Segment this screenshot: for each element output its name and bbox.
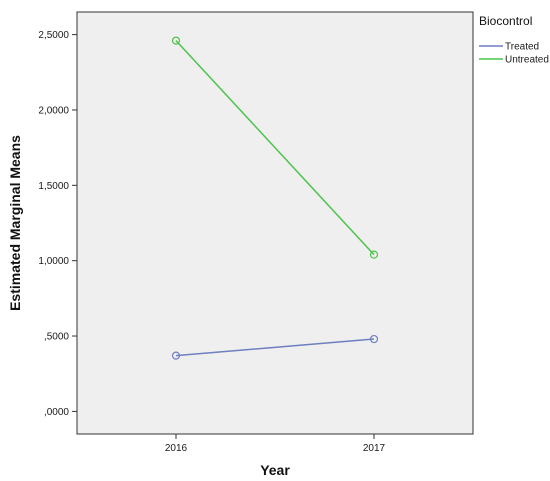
data-point-untreated: [171, 36, 181, 45]
x-tick-label: 2017: [363, 443, 386, 454]
y-tick-label: ,0000: [44, 407, 69, 418]
y-axis-title: Estimated Marginal Means: [7, 135, 23, 311]
plot-area: [76, 11, 474, 435]
x-tick-label: 2016: [165, 443, 188, 454]
y-tick-label: ,5000: [44, 332, 69, 343]
data-point-untreated: [369, 250, 379, 259]
legend-label-treated: Treated: [505, 42, 539, 53]
x-axis: 2016 2017: [165, 434, 386, 454]
legend: Treated Untreated: [479, 42, 549, 66]
series-layer: [171, 36, 379, 360]
legend-title: Biocontrol: [479, 14, 532, 28]
legend-label-untreated: Untreated: [505, 55, 549, 66]
x-axis-title: Year: [260, 462, 290, 478]
series-line-treated: [175, 338, 375, 357]
y-tick-label: 2,5000: [38, 30, 69, 41]
y-tick-label: 1,0000: [38, 256, 69, 267]
y-tick-label: 2,0000: [38, 105, 69, 116]
data-point-treated: [171, 351, 181, 360]
data-point-treated: [369, 334, 379, 344]
y-tick-label: 1,5000: [38, 181, 69, 192]
y-axis: ,0000 ,5000 1,0000 1,5000 2,0000 2,5000: [38, 30, 77, 418]
series-line-untreated: [175, 40, 375, 256]
